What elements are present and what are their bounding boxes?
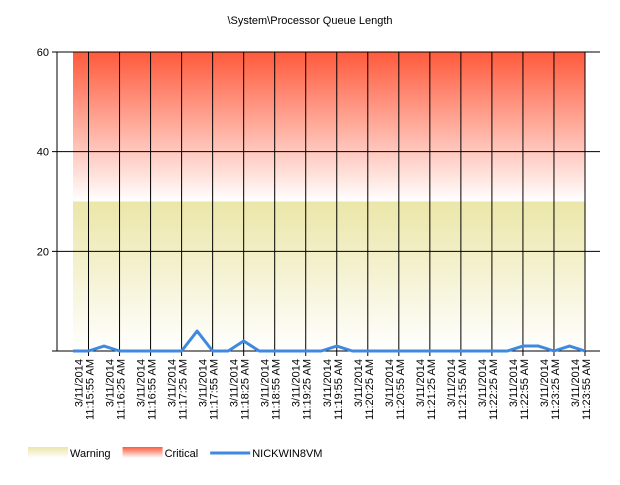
x-tick-label: 11:18:55 AM [271,359,283,420]
x-tick-label: 11:20:55 AM [395,359,407,420]
x-tick-label: 3/11/2014 [136,359,148,407]
chart-title: \System\Processor Queue Length [227,15,392,27]
x-tick-label: 11:23:25 AM [550,359,562,420]
y-tick-label: 60 [37,47,49,59]
x-tick-label: 3/11/2014 [74,359,86,407]
x-tick-label: 11:16:55 AM [147,359,159,420]
legend-label: Warning [70,448,111,460]
x-tick-label: 11:21:55 AM [457,359,469,420]
x-tick-label: 3/11/2014 [353,359,365,407]
x-tick-label: 11:15:55 AM [85,359,97,420]
band [73,52,585,202]
x-tick-label: 11:16:25 AM [116,359,128,420]
x-tick-label: 3/11/2014 [105,359,117,407]
x-tick-label: 3/11/2014 [291,359,303,407]
legend-swatch [122,447,163,458]
x-tick-label: 3/11/2014 [508,359,520,407]
x-tick-label: 3/11/2014 [322,359,334,407]
x-tick-label: 3/11/2014 [446,359,458,407]
x-tick-label: 3/11/2014 [198,359,210,407]
x-tick-label: 11:19:55 AM [333,359,345,420]
x-tick-label: 11:22:25 AM [488,359,500,420]
x-tick-label: 3/11/2014 [260,359,272,407]
y-tick-label: 40 [37,147,49,159]
x-tick-label: 11:23:55 AM [581,359,593,420]
x-tick-label: 3/11/2014 [167,359,179,407]
x-tick-label: 11:22:55 AM [519,359,531,420]
series-line [73,329,586,353]
x-tick-label: 3/11/2014 [539,359,551,407]
x-tick-label: 11:18:25 AM [240,359,252,420]
x-tick-label: 3/11/2014 [415,359,427,407]
x-tick-label: 3/11/2014 [570,359,582,407]
x-tick-label: 11:21:25 AM [426,359,438,420]
legend-label: Critical [165,448,199,460]
x-tick-label: 11:19:25 AM [302,359,314,420]
y-tick-label: 20 [37,246,49,258]
band [73,201,585,351]
x-tick-label: 11:20:25 AM [364,359,376,420]
legend-swatch [28,447,68,458]
x-tick-label: 3/11/2014 [477,359,489,407]
legend-label: NICKWIN8VM [252,448,322,460]
x-tick-label: 3/11/2014 [229,359,241,407]
x-tick-label: 11:17:25 AM [178,359,190,420]
x-tick-label: 11:17:55 AM [209,359,221,420]
x-tick-label: 3/11/2014 [384,359,396,407]
